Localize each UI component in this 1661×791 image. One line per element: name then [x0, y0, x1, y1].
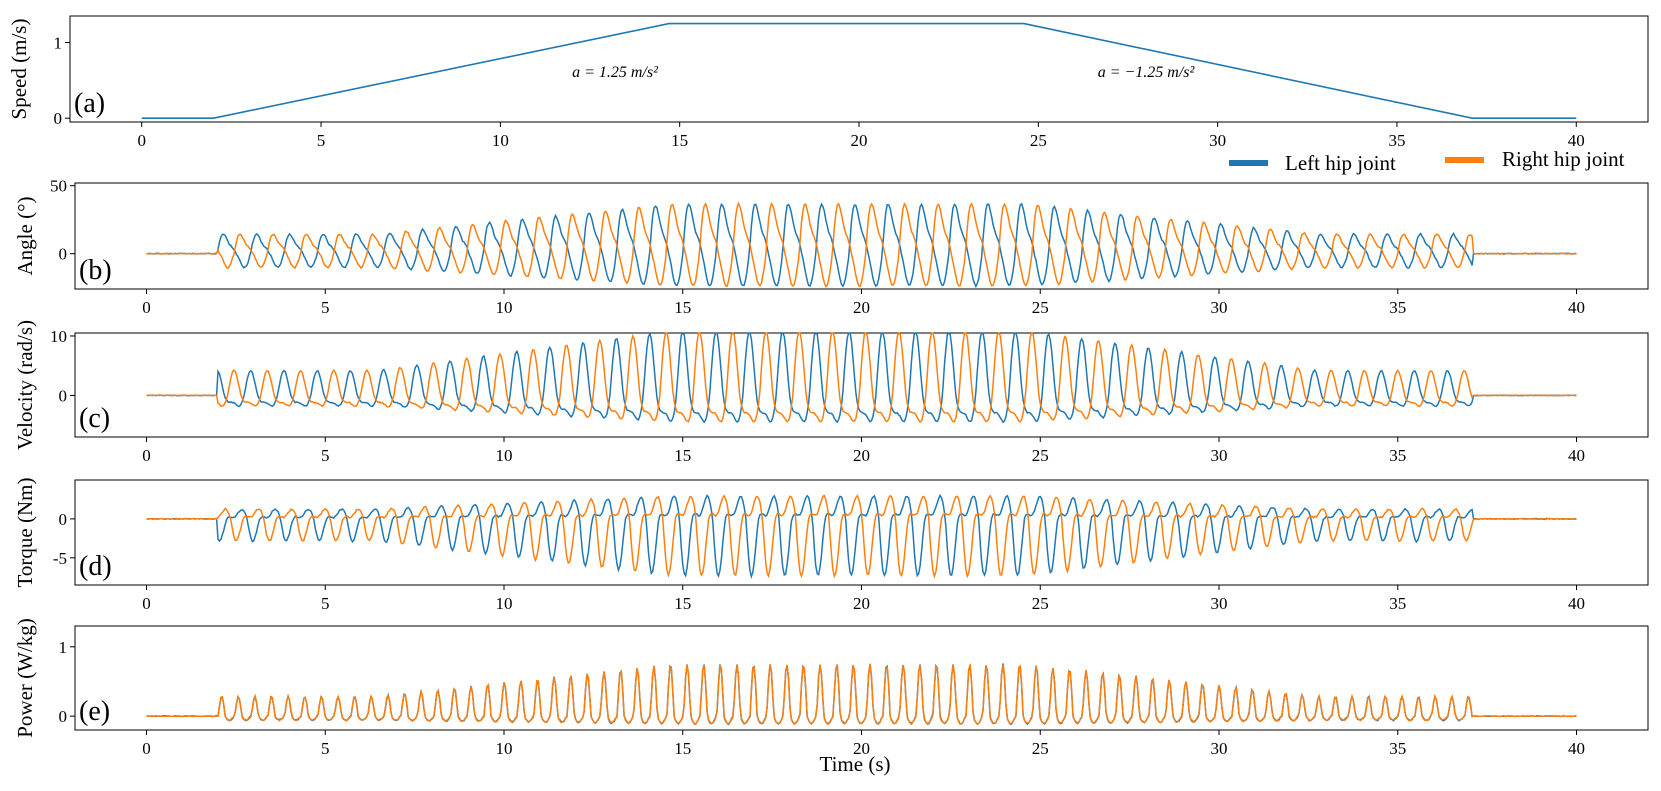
x-axis-label: Time (s): [820, 752, 891, 776]
y-axis-label: Speed (m/s): [7, 19, 31, 120]
panel-e: 0 5 10 15 20 25 30 35 40 0 1 Power (W/kg) (e): [13, 618, 1649, 758]
x-tick-label: 25: [1030, 131, 1047, 150]
x-tick-label: 20: [853, 739, 870, 758]
y-tick-label: 50: [50, 177, 67, 196]
x-tick-label: 30: [1211, 594, 1228, 613]
x-tick-label: 20: [853, 298, 870, 317]
x-tick-label: 10: [496, 739, 513, 758]
panel-a: 0 5 10 15 20 25 30 35 40 0 1 Speed (m/s) (a) a = 1.25…: [7, 15, 1649, 150]
x-tick-label: 40: [1568, 446, 1585, 465]
x-tick-label: 35: [1389, 446, 1406, 465]
y-tick-label: 1: [59, 638, 68, 657]
x-tick-label: 15: [674, 594, 691, 613]
x-tick-label: 5: [321, 594, 330, 613]
y-tick-label: 0: [59, 510, 68, 529]
x-tick-label: 40: [1568, 298, 1585, 317]
legend-label-left-hip: Left hip joint: [1285, 151, 1396, 175]
x-tick-label: 5: [321, 739, 330, 758]
x-tick-label: 15: [674, 446, 691, 465]
y-tick-label: -5: [53, 549, 67, 568]
plot-frame: [74, 479, 1649, 586]
x-tick-label: 30: [1211, 446, 1228, 465]
y-tick-label: 0: [59, 386, 68, 405]
x-tick-label: 5: [321, 298, 330, 317]
y-axis-label: Angle (°): [13, 197, 37, 276]
x-tick-label: 10: [496, 594, 513, 613]
x-tick-label: 20: [851, 131, 868, 150]
x-tick-label: 15: [671, 131, 688, 150]
panel-label: (b): [79, 255, 112, 286]
y-tick-label: 10: [50, 327, 67, 346]
x-tick-label: 25: [1032, 446, 1049, 465]
x-tick-label: 30: [1211, 298, 1228, 317]
x-tick-label: 20: [853, 446, 870, 465]
right-hip-series-line: [146, 331, 1577, 424]
x-tick-label: 40: [1568, 739, 1585, 758]
x-tick-label: 15: [674, 298, 691, 317]
acceleration-annotation: a = 1.25 m/s²: [572, 64, 659, 81]
panel-c: 0 5 10 15 20 25 30 35 40 0 10 Velocity (rad/s) (c): [13, 320, 1649, 465]
x-tick-label: 20: [853, 594, 870, 613]
x-tick-label: 35: [1389, 298, 1406, 317]
left-hip-series-line: [146, 331, 1577, 424]
speed-series-line: [141, 22, 1577, 119]
panel-label: (e): [79, 696, 110, 727]
x-tick-label: 0: [142, 594, 151, 613]
panel-label: (d): [79, 551, 112, 582]
legend-label-right-hip: Right hip joint: [1502, 147, 1625, 171]
panel-label: (c): [79, 403, 110, 434]
x-tick-label: 35: [1389, 594, 1406, 613]
x-tick-label: 30: [1209, 131, 1226, 150]
y-tick-label: 0: [59, 245, 68, 264]
x-tick-label: 25: [1032, 298, 1049, 317]
x-tick-label: 0: [142, 446, 151, 465]
left-hip-series-line: [146, 202, 1577, 289]
x-tick-label: 35: [1388, 131, 1405, 150]
x-tick-label: 35: [1389, 739, 1406, 758]
y-tick-label: 0: [59, 707, 68, 726]
left-hip-series-line: [146, 493, 1577, 580]
legend: Left hip joint Right hip joint: [1229, 147, 1625, 175]
y-axis-label: Power (W/kg): [13, 618, 37, 738]
plot-frame: [74, 332, 1649, 438]
x-tick-label: 15: [674, 739, 691, 758]
x-tick-label: 10: [496, 446, 513, 465]
x-tick-label: 40: [1568, 594, 1585, 613]
x-tick-label: 5: [321, 446, 330, 465]
x-tick-label: 40: [1568, 131, 1585, 150]
y-axis-label: Velocity (rad/s): [13, 320, 37, 450]
x-tick-label: 10: [492, 131, 509, 150]
x-tick-label: 0: [142, 298, 151, 317]
x-tick-label: 10: [496, 298, 513, 317]
acceleration-annotation: a = −1.25 m/s²: [1098, 64, 1196, 81]
x-tick-label: 5: [317, 131, 326, 150]
x-tick-label: 25: [1032, 739, 1049, 758]
x-tick-label: 0: [137, 131, 146, 150]
panel-d: 0 5 10 15 20 25 30 35 40 0 -5 Torque (Nm) (d): [13, 478, 1649, 613]
x-tick-label: 25: [1032, 594, 1049, 613]
y-axis-label: Torque (Nm): [13, 478, 37, 588]
right-hip-series-line: [146, 662, 1577, 726]
right-hip-series-line: [146, 201, 1577, 288]
x-tick-label: 30: [1211, 739, 1228, 758]
left-hip-series-line: [146, 663, 1577, 726]
y-tick-label: 1: [54, 34, 63, 53]
x-tick-label: 0: [142, 739, 151, 758]
plot-frame: [74, 182, 1649, 290]
panel-b: 0 5 10 15 20 25 30 35 40 0 50 Angle (°) (b): [13, 177, 1649, 317]
panel-label: (a): [74, 88, 105, 119]
right-hip-series-line: [146, 494, 1577, 579]
y-tick-label: 0: [54, 109, 63, 128]
plot-frame: [74, 625, 1649, 731]
